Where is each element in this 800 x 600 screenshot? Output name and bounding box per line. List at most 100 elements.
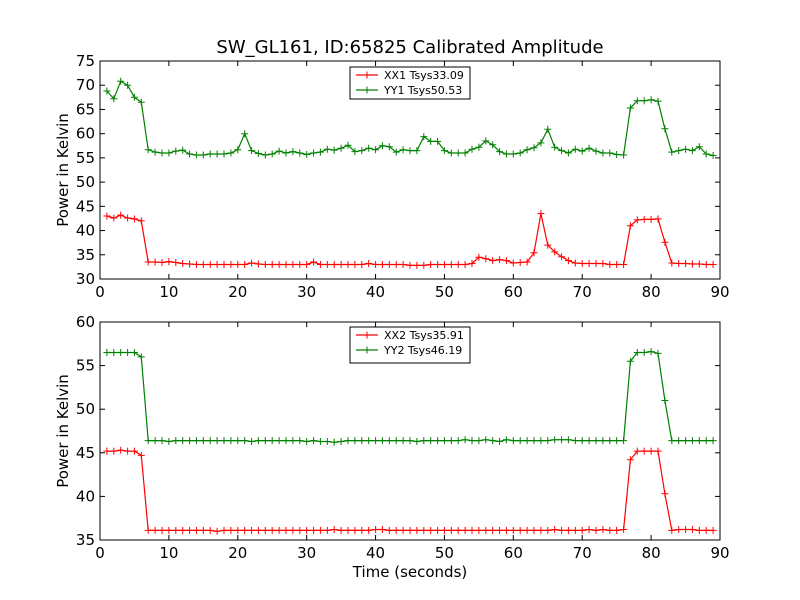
data-point — [558, 436, 566, 444]
data-point — [613, 526, 621, 534]
data-point — [688, 147, 696, 155]
data-point — [613, 261, 621, 268]
data-point — [434, 526, 442, 534]
data-point — [585, 526, 593, 533]
data-point — [475, 143, 483, 151]
data-point — [351, 148, 359, 156]
y-tick-label: 55 — [76, 149, 95, 167]
plot-frame — [99, 321, 721, 541]
data-point — [682, 437, 690, 445]
data-point — [254, 260, 262, 268]
data-point — [254, 150, 262, 157]
x-tick-label: 80 — [642, 544, 661, 562]
data-point — [516, 259, 524, 266]
data-point — [516, 526, 524, 534]
data-point — [351, 526, 359, 534]
data-point — [144, 258, 152, 266]
data-point — [661, 238, 669, 246]
data-point — [179, 437, 187, 445]
data-point — [578, 147, 586, 155]
data-point — [461, 436, 469, 444]
data-point — [682, 145, 690, 153]
data-point — [137, 353, 145, 361]
data-point — [110, 349, 118, 356]
data-point — [447, 437, 455, 445]
data-point — [192, 526, 200, 534]
x-tick-label: 50 — [435, 283, 454, 301]
data-point — [420, 437, 428, 445]
data-point — [130, 447, 138, 455]
data-point — [661, 490, 669, 498]
data-point — [668, 148, 676, 156]
legend-marker — [363, 86, 371, 94]
legend-entry: YY2 Tsys46.19 — [356, 344, 462, 357]
x-tick-label: 70 — [573, 544, 592, 562]
data-point — [647, 348, 655, 356]
data-point — [675, 260, 683, 267]
x-tick-label: 40 — [366, 544, 385, 562]
data-point — [626, 104, 634, 112]
data-point — [110, 214, 118, 222]
data-point — [234, 261, 242, 268]
data-point — [537, 437, 545, 445]
data-point — [654, 97, 662, 105]
x-tick-label: 80 — [642, 283, 661, 301]
data-point — [434, 137, 442, 145]
data-point — [530, 249, 538, 257]
y-tick-label: 40 — [76, 222, 95, 240]
data-point — [551, 436, 559, 444]
data-point — [227, 149, 235, 157]
data-point — [702, 261, 710, 268]
x-tick-label: 20 — [228, 283, 247, 301]
data-point — [103, 87, 111, 95]
y-axis-label: Power in Kelvin — [54, 113, 72, 227]
data-point — [144, 437, 152, 445]
data-point — [310, 258, 318, 266]
data-point — [323, 438, 331, 445]
data-point — [482, 255, 490, 263]
data-point — [316, 261, 324, 268]
data-point — [564, 149, 572, 157]
data-point — [337, 526, 345, 534]
data-point — [599, 437, 607, 445]
series-1 — [103, 210, 717, 269]
data-point — [172, 526, 180, 534]
data-point — [496, 148, 504, 156]
data-point — [682, 526, 690, 533]
data-point — [413, 147, 421, 155]
data-point — [399, 146, 407, 154]
data-point — [179, 526, 187, 534]
data-point — [620, 526, 628, 533]
data-point — [620, 437, 628, 445]
data-point — [392, 437, 400, 445]
data-point — [378, 261, 386, 268]
data-point — [248, 147, 256, 155]
data-point — [330, 526, 338, 533]
data-point — [516, 437, 524, 445]
data-point — [468, 526, 476, 534]
data-point — [558, 253, 566, 261]
data-point — [668, 526, 676, 534]
data-point — [454, 149, 462, 157]
y-tick-label: 50 — [76, 400, 95, 418]
data-point — [682, 260, 690, 267]
data-point — [461, 261, 469, 268]
data-point — [316, 148, 324, 156]
data-point — [599, 526, 607, 533]
data-point — [530, 526, 538, 534]
data-point — [158, 526, 166, 534]
y-tick-label: 55 — [76, 357, 95, 375]
data-point — [606, 437, 614, 445]
y-tick-label: 50 — [76, 173, 95, 191]
data-point — [261, 151, 269, 159]
data-point — [337, 144, 345, 152]
data-point — [351, 437, 359, 445]
data-point — [489, 437, 497, 445]
x-tick-label: 10 — [159, 544, 178, 562]
data-point — [406, 437, 414, 445]
data-point — [268, 150, 276, 158]
data-point — [275, 147, 283, 155]
data-point — [626, 357, 634, 365]
chart-title: SW_GL161, ID:65825 Calibrated Amplitude — [216, 37, 603, 58]
data-point — [316, 526, 324, 534]
